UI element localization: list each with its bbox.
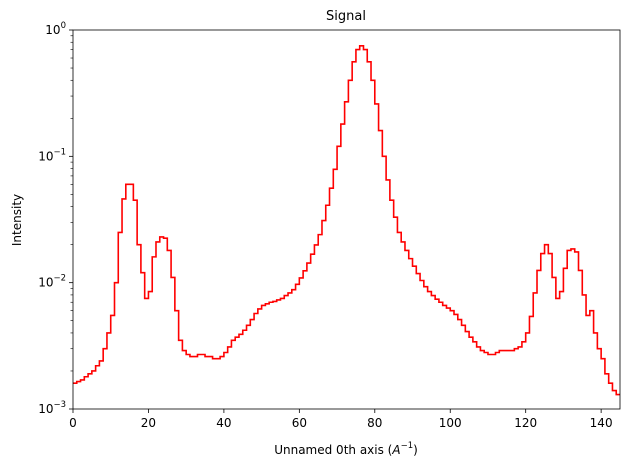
y-axis-ticks: 10−3 10−2 10−1 100 <box>38 21 73 416</box>
x-tick-label: 120 <box>514 416 537 430</box>
x-axis-label: Unnamed 0th axis (A−1) <box>274 441 418 457</box>
x-tick-label: 140 <box>590 416 613 430</box>
series-line <box>73 44 620 396</box>
y-axis-label: Intensity <box>10 194 24 246</box>
x-tick-label: 20 <box>141 416 156 430</box>
x-tick-label: 80 <box>367 416 382 430</box>
x-axis-label-unit: A <box>391 443 400 457</box>
y-tick-label: 10−1 <box>38 147 66 163</box>
plot-area <box>72 29 621 410</box>
chart-title: Signal <box>326 9 366 24</box>
plot-frame <box>72 29 621 410</box>
x-axis-label-unit-exp: −1 <box>401 441 414 451</box>
y-tick-label: 10−3 <box>38 400 66 416</box>
x-axis-label-open: ( <box>384 443 393 457</box>
x-tick-label: 100 <box>439 416 462 430</box>
y-tick-label: 10−2 <box>38 274 66 290</box>
x-axis-ticks: 0 20 40 60 80 100 120 140 <box>69 409 613 430</box>
y-tick-label: 100 <box>45 21 66 37</box>
x-axis-label-text: Unnamed 0th axis <box>274 443 384 457</box>
x-tick-label: 60 <box>292 416 307 430</box>
x-tick-label: 40 <box>216 416 231 430</box>
x-axis-label-close: ) <box>413 443 418 457</box>
x-tick-label: 0 <box>69 416 77 430</box>
